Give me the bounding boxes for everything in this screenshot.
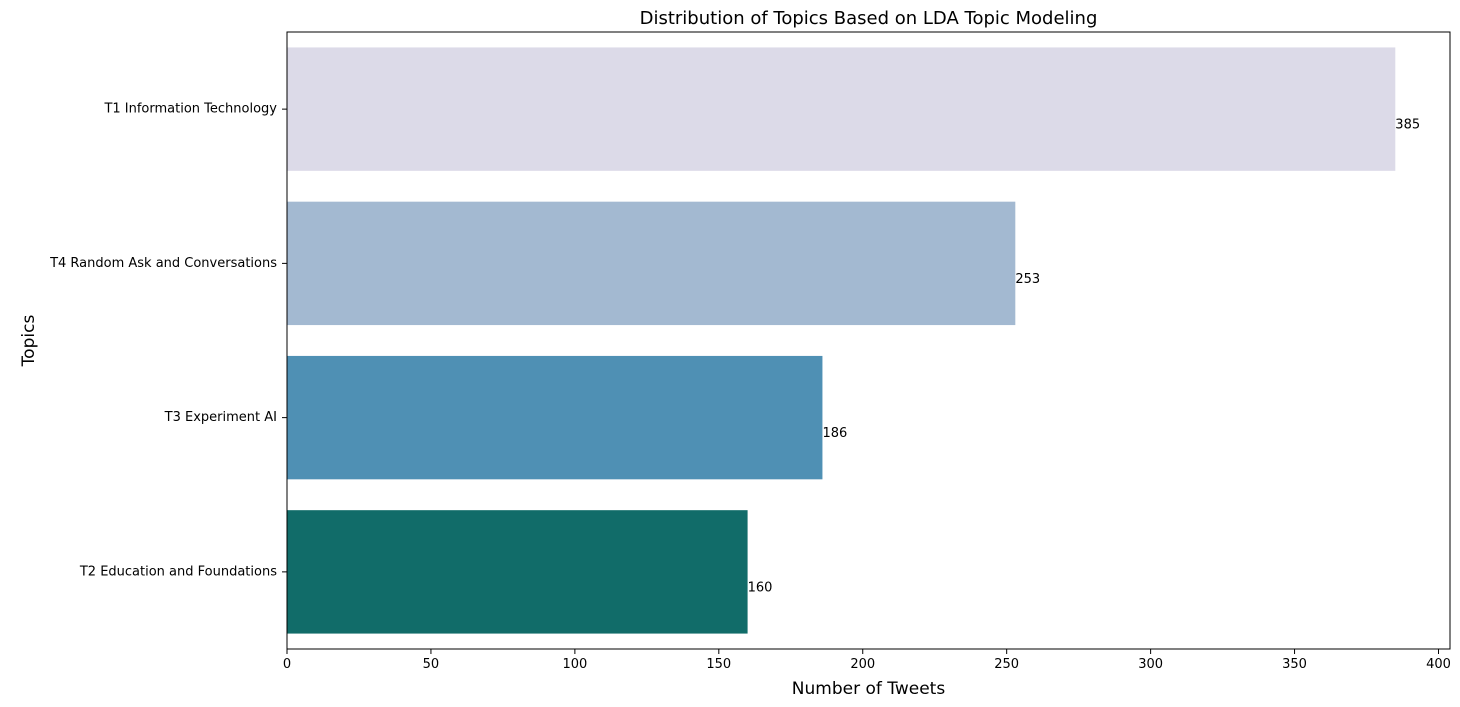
chart-title: Distribution of Topics Based on LDA Topi… [640,8,1098,29]
x-tick-label: 250 [994,657,1019,672]
data-label: 160 [748,580,773,595]
x-ticks-group: 0 50 100 150 200 250 300 350 400 [283,649,1451,672]
y-tick-label: T3 Experiment AI [164,410,277,425]
x-tick-label: 100 [562,657,587,672]
x-tick-label: 0 [283,657,291,672]
x-tick-label: 300 [1138,657,1163,672]
bar-3 [287,355,823,480]
y-axis-label: Topics [19,315,39,368]
plot-frame [286,31,1451,650]
y-tick-label: T2 Education and Foundations [79,564,277,579]
data-label: 186 [822,426,847,441]
bar-1 [287,47,1396,171]
bars-group [287,47,1396,634]
x-tick-label: 200 [850,657,875,672]
bar-4 [287,510,748,634]
x-tick-label: 400 [1426,657,1451,672]
data-label: 385 [1395,118,1420,133]
data-labels-group: 385 253 186 160 [748,118,1421,596]
x-tick-label: 150 [706,657,731,672]
y-ticks-group: T1 Information Technology T4 Random Ask a… [49,102,287,579]
x-tick-label: 50 [423,657,440,672]
y-tick-label: T1 Information Technology [103,102,277,117]
x-axis-label: Number of Tweets [792,679,946,699]
data-label: 253 [1015,272,1040,287]
bar-2 [287,201,1016,326]
y-tick-label: T4 Random Ask and Conversations [49,256,277,271]
x-tick-label: 350 [1282,657,1307,672]
